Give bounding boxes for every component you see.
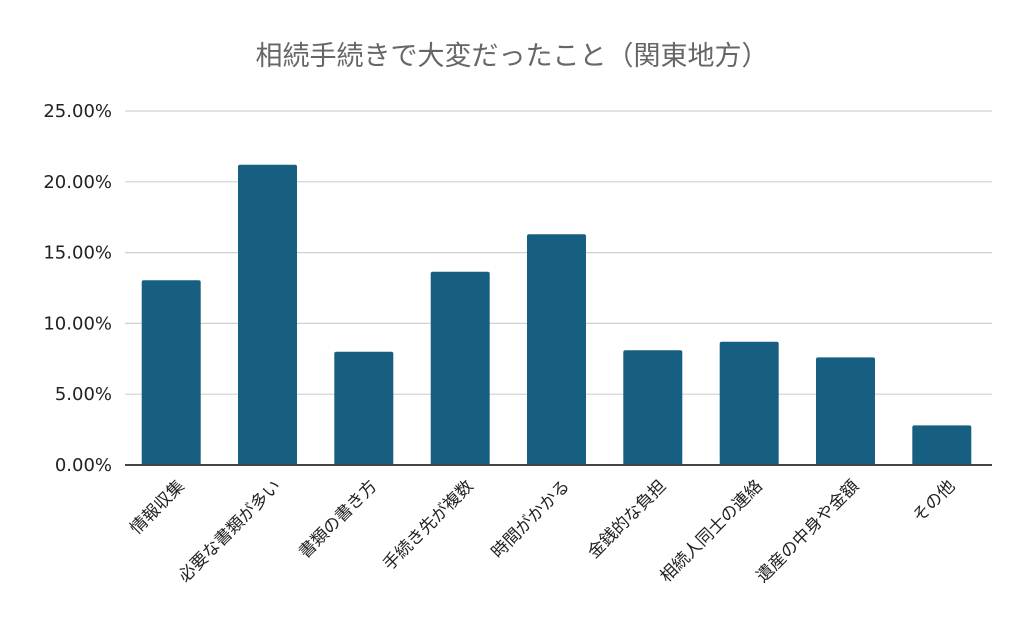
bar	[430, 271, 490, 465]
y-axis-ticks: 0.00% 5.00% 10.00% 15.00% 20.00% 25.00%	[43, 101, 112, 476]
y-tick-label: 10.00%	[43, 313, 112, 334]
x-tick-label: 遺産の中身や金額	[753, 476, 863, 586]
x-tick-label: 書類の書き方	[295, 476, 381, 562]
y-tick-label: 5.00%	[55, 384, 112, 405]
x-tick-label: 情報収集	[126, 476, 188, 538]
y-tick-label: 20.00%	[43, 172, 112, 193]
x-tick-label: 相続人同士の連絡	[656, 476, 766, 586]
y-tick-label: 0.00%	[55, 455, 112, 476]
y-tick-label: 25.00%	[43, 101, 112, 122]
x-tick-label: 時間がかかる	[488, 476, 574, 562]
x-tick-label: 手続き先が複数	[379, 476, 477, 574]
bar	[719, 341, 779, 465]
bar	[623, 350, 683, 465]
bar	[141, 280, 201, 465]
bar	[334, 351, 394, 465]
bar	[816, 357, 875, 465]
x-tick-label: 必要な書類が多い	[175, 476, 285, 586]
x-tick-label: 金銭的な負担	[584, 476, 670, 562]
bar	[912, 425, 972, 465]
bar	[527, 234, 586, 465]
bars	[141, 164, 972, 466]
chart-title: 相続手続きで大変だったこと（関東地方）	[255, 41, 769, 72]
bar	[238, 164, 297, 466]
y-tick-label: 15.00%	[43, 243, 112, 264]
x-tick-label: その他	[909, 476, 959, 526]
